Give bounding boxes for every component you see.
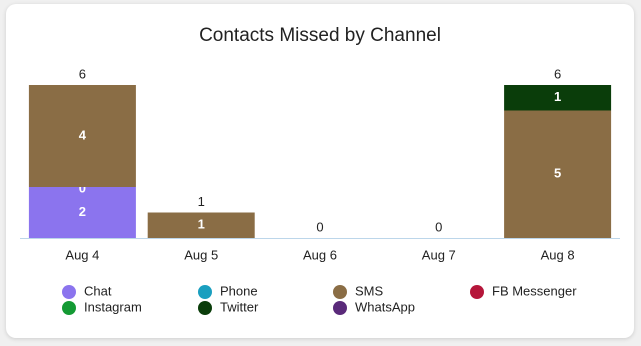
legend-swatch	[333, 285, 347, 299]
legend-swatch	[198, 285, 212, 299]
bar-segment	[504, 85, 612, 111]
data-label: 0	[79, 180, 86, 195]
legend-swatch	[198, 301, 212, 315]
chart-title: Contacts Missed by Channel	[199, 25, 441, 46]
data-label: 5	[554, 166, 561, 181]
x-tick-label: Aug 6	[303, 247, 337, 262]
data-label: 2	[79, 204, 86, 219]
bar-segment	[147, 212, 255, 238]
x-tick-label: Aug 7	[422, 247, 456, 262]
data-label: 1	[554, 89, 561, 104]
legend-label: Chat	[84, 283, 112, 298]
legend-swatch	[333, 301, 347, 315]
legend-swatch	[62, 301, 76, 315]
legend-label: Phone	[220, 283, 258, 298]
total-label: 6	[554, 66, 561, 81]
total-label: 6	[79, 66, 86, 81]
legend-swatch	[470, 285, 484, 299]
data-label: 1	[198, 217, 205, 232]
total-label: 0	[316, 219, 323, 234]
data-label: 4	[79, 127, 87, 142]
legend-swatch	[62, 285, 76, 299]
legend-label: Twitter	[220, 299, 259, 314]
x-tick-label: Aug 8	[541, 247, 575, 262]
x-tick-label: Aug 4	[65, 247, 99, 262]
bar-segment	[504, 110, 612, 238]
legend-label: WhatsApp	[355, 299, 415, 314]
legend-label: FB Messenger	[492, 283, 577, 298]
bar-segment	[28, 85, 136, 187]
x-tick-label: Aug 5	[184, 247, 218, 262]
bar-segment	[28, 187, 136, 238]
total-label: 1	[198, 194, 205, 209]
total-label: 0	[435, 219, 442, 234]
legend-label: Instagram	[84, 299, 142, 314]
legend-label: SMS	[355, 283, 384, 298]
